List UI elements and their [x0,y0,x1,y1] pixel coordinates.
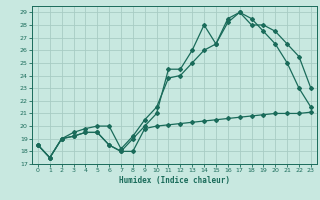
X-axis label: Humidex (Indice chaleur): Humidex (Indice chaleur) [119,176,230,185]
